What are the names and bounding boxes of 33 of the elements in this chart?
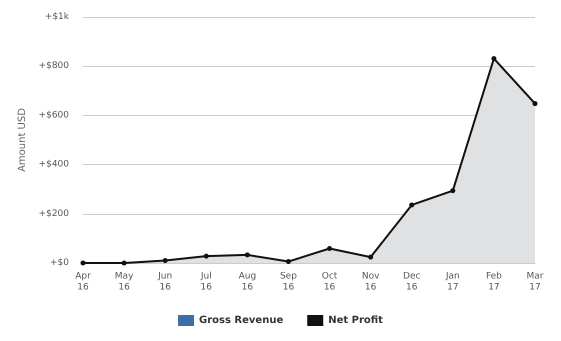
point	[80, 260, 86, 266]
y-tick-label: +$0	[50, 258, 70, 268]
x-tick-label: Aug 16	[238, 272, 256, 292]
y-tick-label: +$1k	[44, 12, 70, 22]
x-tick-label: Feb 17	[486, 272, 502, 292]
point	[409, 202, 414, 208]
x-tick-label: Dec 16	[403, 272, 420, 292]
point	[327, 246, 332, 251]
x-tick-label: Jun 16	[157, 272, 172, 292]
point	[532, 101, 538, 106]
y-tick-label: +$600	[38, 110, 70, 120]
y-tick-label: +$800	[38, 61, 70, 72]
point	[450, 188, 456, 194]
x-tick-label: Nov 16	[362, 272, 380, 292]
point	[491, 56, 496, 62]
point	[204, 254, 209, 259]
point	[122, 260, 127, 266]
x-tick-label: Jan 17	[444, 272, 460, 292]
legend-label: Net Profit	[328, 315, 384, 326]
point	[244, 252, 250, 258]
y-tick-label: +$400	[38, 160, 70, 170]
x-tick-label: May 16	[114, 272, 134, 292]
legend-label: Gross Revenue	[199, 315, 284, 326]
point	[162, 258, 168, 264]
point	[368, 254, 374, 260]
y-tick-label: +$200	[38, 208, 70, 219]
x-tick-label: Mar 17	[526, 272, 544, 292]
x-tick-label: Jul 16	[200, 272, 212, 292]
x-tick-label: Sep 16	[280, 272, 298, 292]
point	[286, 259, 291, 264]
x-tick-label: Oct 16	[322, 272, 338, 292]
x-tick-label: Apr 16	[75, 272, 92, 292]
y-axis-title: Amount USD	[17, 108, 28, 172]
